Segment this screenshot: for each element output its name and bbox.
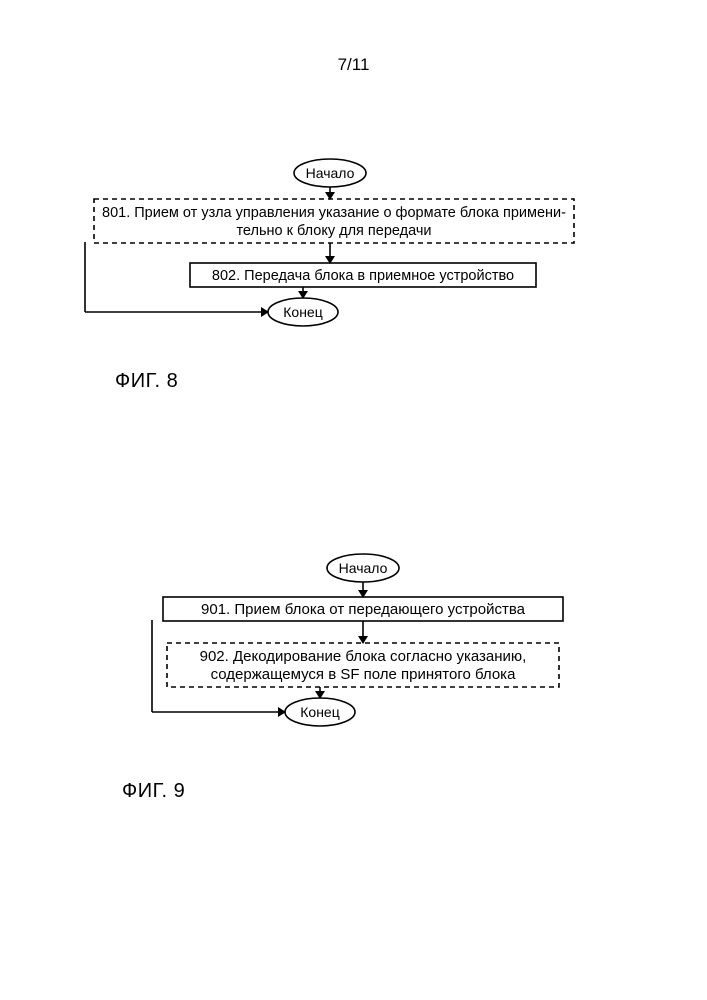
- svg-text:тельно к блоку для передачи: тельно к блоку для передачи: [236, 223, 431, 239]
- svg-text:902. Декодирование блока согла: 902. Декодирование блока согласно указан…: [200, 648, 527, 665]
- svg-text:Конец: Конец: [300, 704, 339, 720]
- fig8-label: ФИГ. 8: [115, 370, 178, 393]
- svg-text:901. Прием блока от передающег: 901. Прием блока от передающего устройст…: [201, 601, 526, 618]
- fig9-label: ФИГ. 9: [122, 780, 185, 803]
- fig8-flowchart: Начало 801. Прием от узла управления указ…: [0, 155, 707, 365]
- page: 7/11 Начало 801. Прием от узла управления…: [0, 0, 707, 1000]
- fig9-flowchart: Начало 901. Прием блока от передающего ус…: [0, 550, 707, 765]
- svg-text:содержащемуся в SF поле принят: содержащемуся в SF поле принятого блока: [211, 666, 516, 683]
- svg-text:801. Прием от узла управления: 801. Прием от узла управления указание о…: [102, 205, 566, 221]
- svg-text:Начало: Начало: [306, 165, 355, 181]
- svg-text:802. Передача блока в приемное: 802. Передача блока в приемное устройств…: [212, 268, 514, 284]
- svg-text:Начало: Начало: [339, 560, 388, 576]
- svg-text:Конец: Конец: [283, 304, 322, 320]
- page-number: 7/11: [0, 55, 707, 75]
